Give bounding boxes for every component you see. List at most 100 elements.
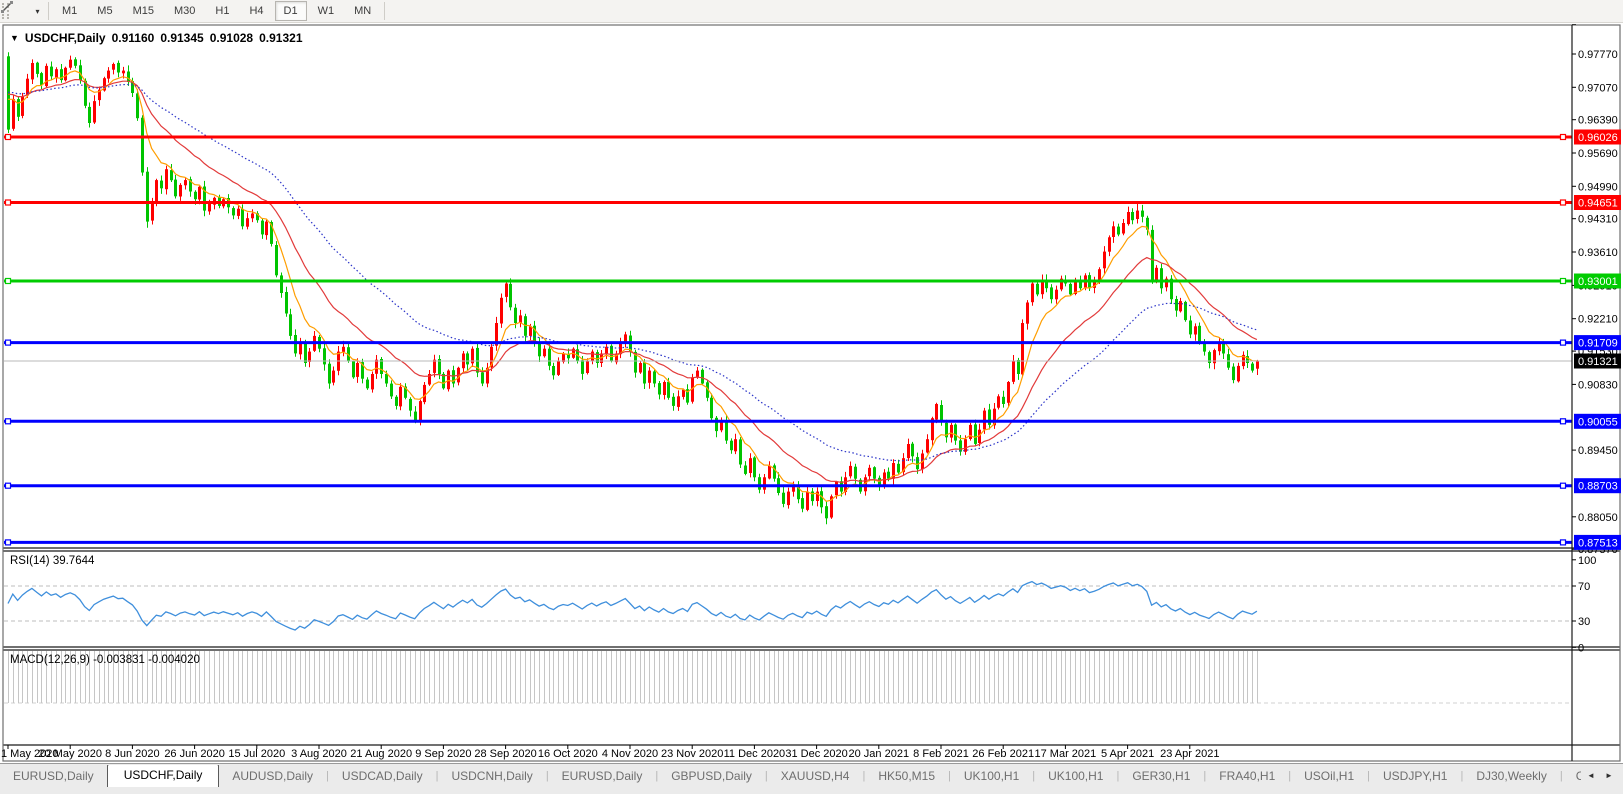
macd-label: MACD(12,26,9) -0.003831 -0.004020 <box>10 654 200 666</box>
price-badge: 0.91321 <box>1578 356 1618 368</box>
date-tick-label: 11 Dec 2020 <box>724 748 786 760</box>
price-tick-label: 0.94990 <box>1578 181 1618 193</box>
ma-21-line <box>7 78 1258 483</box>
timeframe-button-m15[interactable]: M15 <box>124 1 163 21</box>
tab-separator: | <box>1367 770 1370 782</box>
price-badge: 0.91709 <box>1578 338 1618 350</box>
symbol-collapse-arrow[interactable]: ▼ <box>10 33 19 43</box>
chart-tab-ger30-h1[interactable]: GER30,H1 <box>1132 768 1191 783</box>
chart-tabs: EURUSD,Daily USDCHF,Daily AUDUSD,Daily | USD… <box>0 765 1581 787</box>
price-tick-label: 0.95690 <box>1578 148 1618 160</box>
toolbar-separator <box>48 2 49 20</box>
date-tick-label: 20 Jan 2021 <box>849 748 910 760</box>
ohlc-open: 0.91160 <box>111 31 155 45</box>
date-tick-label: 23 Nov 2020 <box>661 748 723 760</box>
dropdown-caret-icon[interactable]: ▾ <box>31 1 44 21</box>
chart-tab-usdcad-daily[interactable]: USDCAD,Daily <box>341 768 423 783</box>
date-tick-label: 4 Nov 2020 <box>602 748 658 760</box>
timeframe-button-h4[interactable]: H4 <box>240 1 272 21</box>
chart-title: ▼ USDCHF,Daily 0.91160 0.91345 0.91028 0… <box>10 31 303 45</box>
date-tick-label: 20 May 2020 <box>38 748 102 760</box>
timeframe-button-m1[interactable]: M1 <box>53 1 86 21</box>
ohlc-low: 0.91028 <box>209 31 254 45</box>
date-tick-label: 3 Aug 2020 <box>291 748 347 760</box>
price-badge: 0.96026 <box>1578 132 1618 144</box>
chart-tab-usdchf-daily[interactable]: USDCHF,Daily <box>106 765 220 787</box>
tabs-scroll-right-icon[interactable]: ► <box>1601 768 1617 783</box>
date-tick-label: 26 Jun 2020 <box>164 748 225 760</box>
chart-tab-xauusd-h4[interactable]: XAUUSD,H4 <box>780 768 850 783</box>
chart-tab-uk100-h1[interactable]: UK100,H1 <box>963 768 1020 783</box>
date-tick-label: 8 Jun 2020 <box>105 748 159 760</box>
timeframe-button-mn[interactable]: MN <box>345 1 380 21</box>
chart-tab-usdcnh-daily[interactable]: USDCNH,Daily <box>451 768 533 783</box>
timeframe-buttons: M1 M5 M15 M30 H1 H4 D1 W1 MN <box>53 1 380 21</box>
rsi-line <box>7 580 1258 631</box>
tabs-scroll-left-icon[interactable]: ◄ <box>1583 768 1599 783</box>
macd-scale-label: 0.010933 <box>1578 24 1623 27</box>
price-tick-label: 0.92210 <box>1578 314 1618 326</box>
tab-separator: | <box>1203 770 1207 782</box>
rsi-scale-label: 30 <box>1578 616 1590 628</box>
chart-tab-hk50-m15[interactable]: HK50,M15 <box>878 768 936 783</box>
date-tick-label: 9 Sep 2020 <box>415 748 471 760</box>
horizontal-lines[interactable] <box>4 133 1572 546</box>
date-tick-label: 31 Dec 2020 <box>785 748 847 760</box>
tab-separator: | <box>1116 770 1120 782</box>
tab-separator: | <box>948 770 951 782</box>
price-badge: 0.88703 <box>1578 481 1618 493</box>
timeframe-button-d1[interactable]: D1 <box>274 1 307 21</box>
candlestick-series <box>7 52 1259 525</box>
price-scale[interactable]: 0.97770 0.97070 0.96390 0.95690 0.94990 0.943… <box>1572 24 1623 654</box>
timeframe-button-w1[interactable]: W1 <box>309 1 344 21</box>
price-tick-label: 0.93610 <box>1578 247 1618 259</box>
tab-separator: | <box>1460 770 1464 782</box>
date-tick-label: 17 Mar 2021 <box>1035 748 1097 760</box>
chart-tab-audusd-daily[interactable]: AUDUSD,Daily <box>232 768 314 783</box>
chart-tab-fra40-h1[interactable]: FRA40,H1 <box>1219 768 1276 783</box>
date-tick-label: 1 May 2020 <box>1 748 58 760</box>
timeframe-button-m5[interactable]: M5 <box>88 1 121 21</box>
ma-45-line <box>7 83 1258 462</box>
chart-window-border <box>2 24 1621 762</box>
ohlc-close: 0.91321 <box>259 31 303 45</box>
chart-window: 0.97770 0.97070 0.96390 0.95690 0.94990 0.943… <box>0 24 1623 763</box>
tab-separator: | <box>1288 770 1292 782</box>
tab-separator: | <box>655 770 659 782</box>
price-tick-label: 0.97770 <box>1578 49 1618 61</box>
toolbar-separator <box>384 2 386 20</box>
price-badge: 0.87513 <box>1578 537 1618 549</box>
chart-tab-dj30-weekly[interactable]: DJ30,Weekly <box>1476 768 1547 783</box>
chart-tab-usdjpy-h1[interactable]: USDJPY,H1 <box>1383 768 1448 783</box>
tab-separator: | <box>862 770 866 782</box>
macd-scale-label: 0.00 <box>1578 24 1599 27</box>
toolbar: ▾ M1 M5 M15 M30 H1 H4 D1 W1 MN <box>0 0 1623 23</box>
date-tick-label: 21 Aug 2020 <box>350 748 412 760</box>
chart-canvas[interactable]: 0.97770 0.97070 0.96390 0.95690 0.94990 0.943… <box>0 24 1623 763</box>
chart-tab-eurusd-daily[interactable]: EURUSD,Daily <box>13 768 94 783</box>
chart-tab-eurusd-daily[interactable]: EURUSD,Daily <box>561 768 643 783</box>
chart-tab-uk100-h1[interactable]: UK100,H1 <box>1048 768 1104 783</box>
tab-separator: | <box>435 770 439 782</box>
rsi-scale-label: 100 <box>1578 555 1596 567</box>
trendline-icon <box>1 1 13 13</box>
price-badge: 0.93001 <box>1578 276 1618 288</box>
date-tick-label: 26 Feb 2021 <box>972 748 1034 760</box>
price-tick-label: 0.94310 <box>1578 214 1618 226</box>
chart-tab-gbpusd-daily[interactable]: GBPUSD,Daily <box>671 768 752 783</box>
chart-tab-usoil-h1[interactable]: USOil,H1 <box>1304 768 1355 783</box>
chart-tab-china300-h1[interactable]: CHINA300,H1 <box>1575 768 1581 783</box>
date-tick-label: 5 Apr 2021 <box>1101 748 1154 760</box>
tab-separator: | <box>764 770 768 782</box>
price-badge: 0.90055 <box>1578 416 1618 428</box>
trendline-tool-icon[interactable] <box>1 1 31 21</box>
chart-tab-bar: EURUSD,Daily USDCHF,Daily AUDUSD,Daily | USD… <box>0 763 1623 794</box>
macd-scale-label: -0.009653 <box>1578 24 1623 27</box>
chart-symbol-label: USDCHF,Daily <box>24 31 106 45</box>
price-badge: 0.94651 <box>1578 198 1618 210</box>
timeframe-button-m30[interactable]: M30 <box>165 1 204 21</box>
tab-separator: | <box>326 770 329 782</box>
date-tick-label: 16 Oct 2020 <box>538 748 598 760</box>
timeframe-button-h1[interactable]: H1 <box>206 1 238 21</box>
